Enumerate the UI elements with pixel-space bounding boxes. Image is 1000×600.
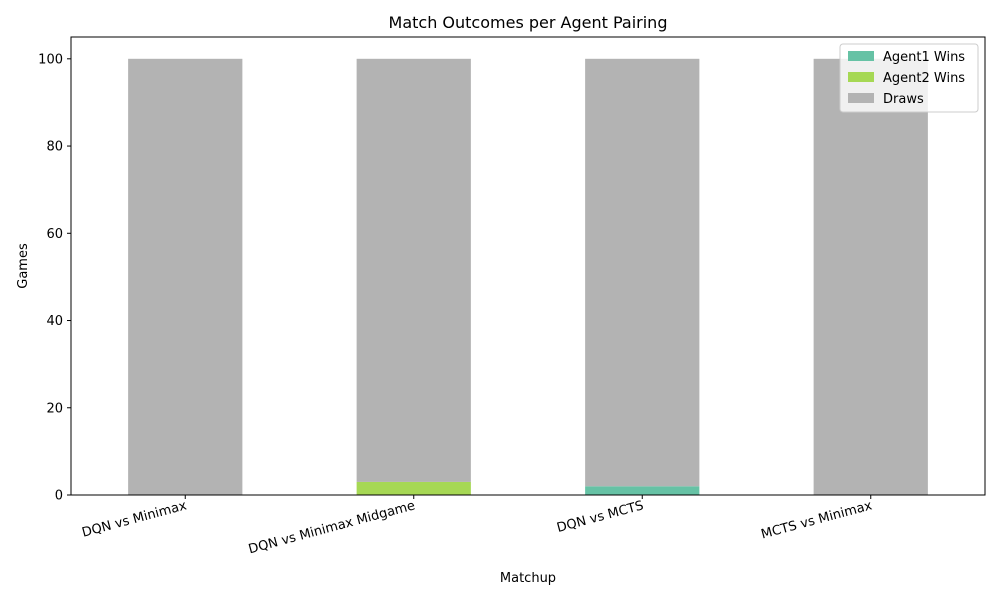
x-axis: DQN vs Minimax DQN vs Minimax Midgame DQN … (80, 495, 874, 557)
legend: Agent1 Wins Agent2 Wins Draws (839, 43, 979, 113)
x-tick-label: DQN vs Minimax (80, 498, 188, 540)
bar-3-3 (585, 58, 700, 487)
bar-3-1 (128, 58, 243, 496)
x-tick-label: MCTS vs Minimax (760, 498, 875, 542)
y-tick-label: 100 (38, 52, 63, 67)
y-tick-label: 20 (46, 401, 63, 416)
y-axis: 0 20 40 60 80 100 (38, 52, 71, 504)
x-axis-label: Matchup (500, 571, 556, 586)
bar-1-3 (585, 486, 700, 495)
bar-2-2 (356, 481, 471, 495)
axes-frame (70, 36, 986, 496)
legend-swatch (848, 72, 874, 82)
legend-label: Draws (883, 92, 924, 107)
x-tick-label: DQN vs MCTS (555, 498, 645, 536)
bars-group (128, 58, 928, 496)
y-axis-label: Games (16, 243, 31, 289)
x-tick-label: DQN vs Minimax Midgame (247, 498, 417, 557)
legend-label: Agent1 Wins (883, 50, 965, 65)
bar-3-2 (356, 58, 471, 482)
y-tick-label: 80 (46, 140, 63, 155)
legend-box (839, 43, 979, 113)
bar-3-4 (813, 58, 928, 496)
y-tick-label: 60 (46, 227, 63, 242)
chart-title: Match Outcomes per Agent Pairing (389, 13, 668, 32)
legend-swatch (848, 51, 874, 61)
legend-label: Agent2 Wins (883, 71, 965, 86)
y-tick-label: 0 (55, 489, 63, 504)
legend-swatch (848, 93, 874, 103)
y-tick-label: 40 (46, 314, 63, 329)
